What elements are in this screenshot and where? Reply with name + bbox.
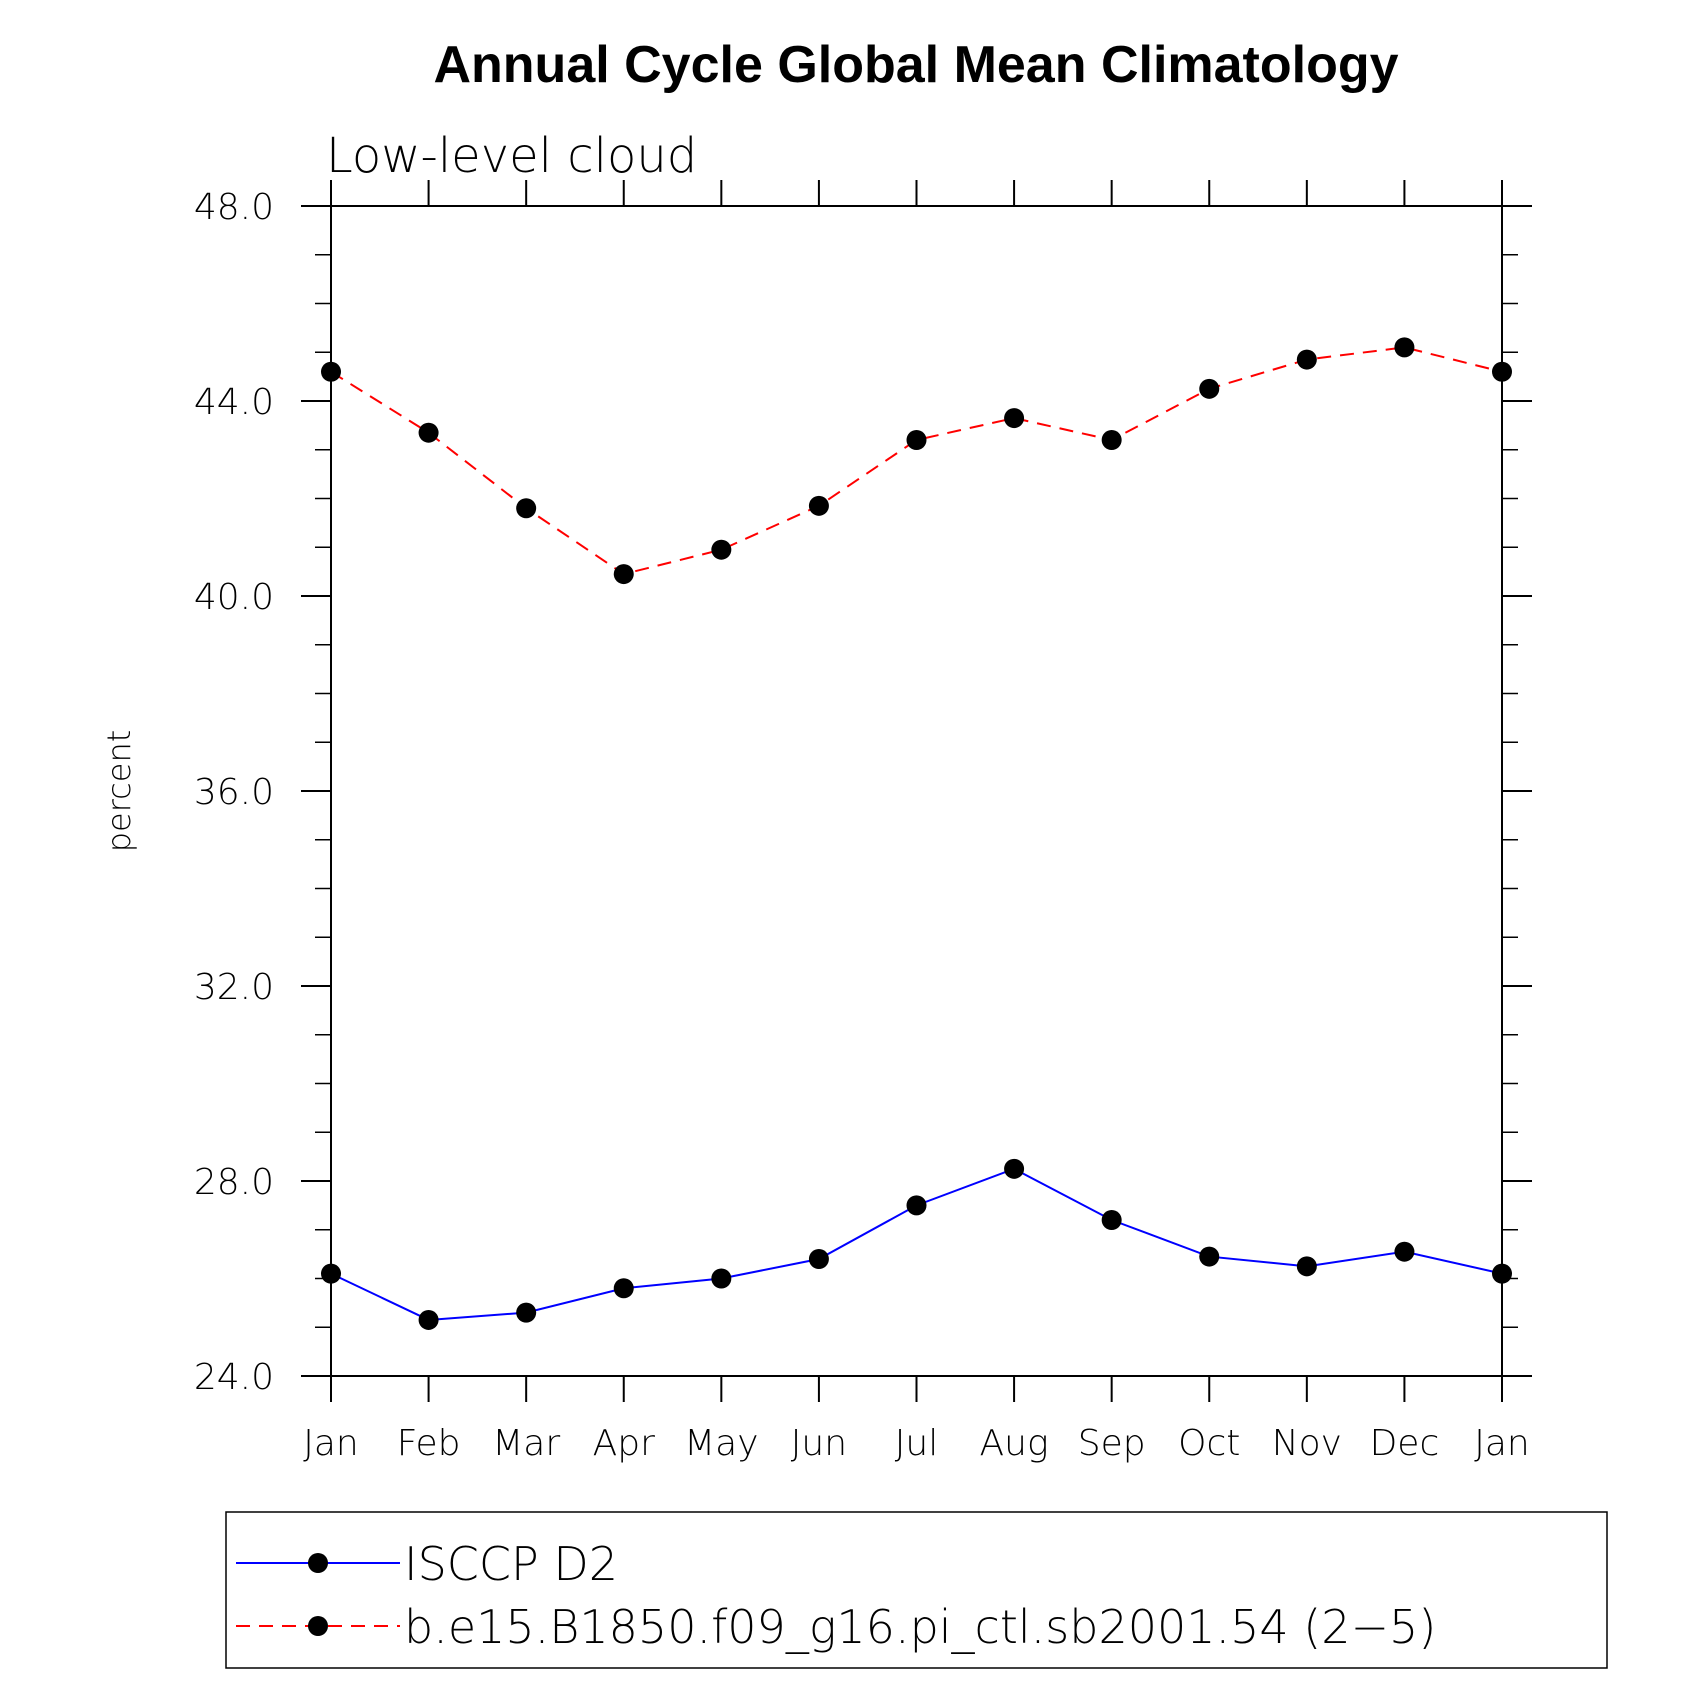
data-point — [1492, 1263, 1512, 1284]
chart-subtitle: Low-level cloud — [326, 128, 697, 184]
y-tick-label: 32.0 — [194, 967, 274, 1008]
data-point — [516, 498, 537, 519]
x-tick-label: Nov — [1272, 1423, 1342, 1464]
data-point — [613, 564, 634, 585]
x-tick-label: Jan — [303, 1423, 359, 1464]
x-tick-label: Sep — [1078, 1423, 1146, 1464]
chart-title: Annual Cycle Global Mean Climatology — [433, 36, 1398, 94]
data-point — [1296, 349, 1317, 370]
series-line — [330, 1167, 1503, 1321]
x-tick-label: Jan — [1474, 1423, 1530, 1464]
data-point — [906, 1195, 927, 1216]
x-tick-label: Feb — [397, 1423, 461, 1464]
legend-box — [225, 1511, 1608, 1669]
legend-label: ISCCP D2 — [404, 1537, 618, 1591]
data-point — [418, 1309, 439, 1330]
data-point — [1492, 361, 1512, 382]
data-point — [1101, 1210, 1122, 1230]
data-point — [321, 361, 341, 382]
data-point — [808, 1249, 829, 1269]
data-point — [1199, 378, 1220, 399]
data-point — [1199, 1246, 1220, 1267]
data-point — [1296, 1256, 1317, 1277]
data-point — [808, 495, 829, 516]
data-point — [613, 1278, 634, 1299]
x-tick-label: May — [684, 1423, 758, 1464]
x-tick-label: Aug — [980, 1423, 1049, 1464]
legend: ISCCP D2 b.e15.B1850.f09_g16.pi_ctl.sb200… — [225, 1511, 1608, 1669]
y-tick-label: 40.0 — [194, 577, 274, 618]
data-point — [418, 422, 439, 443]
data-point — [1101, 430, 1122, 450]
y-axis-label: percent — [100, 730, 138, 853]
x-tick-label: Dec — [1370, 1423, 1440, 1464]
plot-axes: Jan Feb Mar Apr May Jun Jul Aug Sep Oct Nov Dec Jan 2… — [194, 180, 1532, 1464]
data-point — [516, 1302, 537, 1323]
data-point — [711, 539, 732, 560]
y-tick-label: 28.0 — [194, 1162, 274, 1203]
x-tick-label: Apr — [593, 1423, 655, 1464]
y-tick-label: 48.0 — [194, 187, 274, 228]
data-point — [711, 1268, 732, 1289]
data-point — [321, 1263, 341, 1284]
legend-marker — [308, 1553, 328, 1573]
data-point — [1394, 337, 1415, 358]
series-layer — [321, 337, 1512, 1330]
data-point — [1004, 408, 1025, 429]
data-point — [1394, 1241, 1415, 1262]
legend-label: b.e15.B1850.f09_g16.pi_ctl.sb2001.54 (2−… — [404, 1600, 1436, 1654]
x-tick-label: Jun — [791, 1423, 847, 1464]
y-tick-label: 36.0 — [194, 772, 274, 813]
x-tick-label: Oct — [1178, 1423, 1240, 1464]
x-tick-label: Jul — [895, 1423, 938, 1464]
y-tick-label: 24.0 — [194, 1357, 274, 1398]
x-tick-label: Mar — [492, 1423, 560, 1464]
series-line — [330, 346, 1503, 576]
legend-marker — [308, 1616, 328, 1636]
data-point — [1004, 1158, 1025, 1179]
y-tick-label: 44.0 — [194, 382, 274, 423]
data-point — [906, 430, 927, 450]
